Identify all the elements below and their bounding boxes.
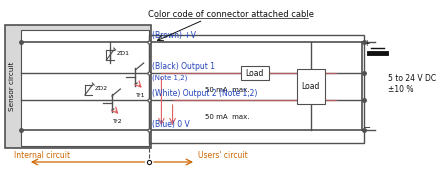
Text: Color code of connector attached cable: Color code of connector attached cable bbox=[148, 10, 314, 19]
Text: Tr2: Tr2 bbox=[113, 119, 122, 124]
Text: Sensor circuit: Sensor circuit bbox=[9, 62, 15, 111]
Bar bbox=[149, 35, 364, 143]
Text: Load: Load bbox=[301, 82, 320, 91]
Text: 5 to 24 V DC
±10 %: 5 to 24 V DC ±10 % bbox=[388, 74, 436, 94]
Text: (White) Output 2 (Note 1,2): (White) Output 2 (Note 1,2) bbox=[152, 89, 257, 98]
Text: (Black) Output 1: (Black) Output 1 bbox=[152, 62, 215, 71]
Text: (Note 1,2): (Note 1,2) bbox=[152, 74, 187, 80]
Text: 50 mA  max.: 50 mA max. bbox=[205, 114, 250, 120]
Bar bbox=[21, 30, 149, 146]
Bar bbox=[5, 25, 151, 148]
Text: −: − bbox=[363, 123, 370, 132]
Text: Users' circuit: Users' circuit bbox=[198, 151, 248, 160]
Bar bbox=[297, 69, 325, 104]
Text: Internal circuit: Internal circuit bbox=[14, 151, 70, 160]
Text: (Blue) 0 V: (Blue) 0 V bbox=[152, 120, 190, 129]
Text: Load: Load bbox=[246, 69, 264, 78]
Bar bbox=[241, 66, 269, 80]
Text: ZD2: ZD2 bbox=[95, 86, 108, 91]
Text: 50 mA  max.: 50 mA max. bbox=[205, 87, 250, 93]
Text: +: + bbox=[363, 39, 370, 48]
Text: (Brown) +V: (Brown) +V bbox=[152, 31, 196, 40]
Text: ZD1: ZD1 bbox=[117, 51, 130, 55]
Text: Tr1: Tr1 bbox=[136, 93, 146, 98]
